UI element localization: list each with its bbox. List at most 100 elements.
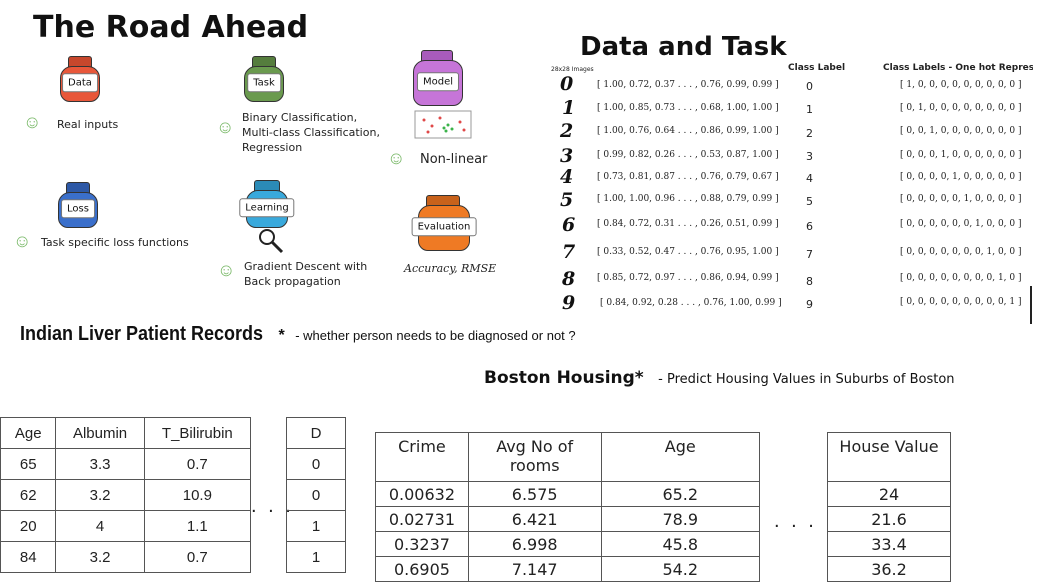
table-cell: 0 (286, 479, 346, 511)
table-header-cell: House Value (827, 432, 951, 482)
images-col-header: 28x28 Images (551, 66, 594, 73)
boston-subtitle: - Predict Housing Values in Suburbs of B… (658, 372, 955, 387)
digit-image: 5 (560, 189, 574, 211)
table-cell: 45.8 (600, 531, 761, 557)
pixel-vector: [ 0.99, 0.82, 0.26 . . . , 0.53, 0.87, 1… (597, 150, 779, 160)
text-cursor (1030, 286, 1032, 324)
table-row: 36.2 (827, 556, 951, 582)
table-header-cell: Albumin (55, 417, 145, 449)
road-ahead-title: The Road Ahead (33, 10, 309, 45)
pixel-vector: [ 0.33, 0.52, 0.47 . . . , 0.76, 0.95, 1… (597, 247, 779, 257)
onehot-col-header: Class Labels - One hot Representa (883, 63, 1033, 73)
digit-image: 6 (562, 214, 576, 236)
onehot-vector: [ 0, 0, 0, 0, 0, 0, 0, 1, 0, 0 ] (900, 247, 1022, 257)
learning-desc: Gradient Descent with Back propagation (244, 260, 368, 288)
table-cell: 4 (55, 510, 145, 542)
smiley-icon: ☺ (387, 148, 406, 168)
model-jar-icon: Model (413, 50, 463, 106)
pixel-vector: [ 1.00, 0.72, 0.37 . . . , 0.76, 0.99, 0… (597, 80, 779, 90)
table-row: 0.00632 6.575 65.2 (375, 481, 761, 507)
table-row: 0 (286, 448, 346, 480)
onehot-vector: [ 0, 0, 0, 0, 0, 0, 0, 0, 0, 1 ] (900, 297, 1022, 307)
evaluation-jar-icon: Evaluation (411, 195, 477, 251)
table-row: 24 (827, 481, 951, 507)
liver-target-table: D 0 0 1 1 (286, 417, 346, 573)
liver-table: Age Albumin T_Bilirubin 65 3.3 0.7 62 3.… (0, 417, 252, 573)
learning-jar-icon: Learning (239, 180, 295, 228)
table-header-row: House Value (827, 432, 951, 482)
class-label: 9 (806, 298, 813, 311)
class-label: 3 (806, 150, 813, 163)
table-cell: 0.6905 (375, 556, 469, 582)
data-jar-icon: Data (60, 56, 100, 102)
table-header-row: D (286, 417, 346, 449)
table-cell: 3.2 (55, 541, 145, 573)
learning-jar-label: Learning (239, 198, 295, 218)
table-row: 0.3237 6.998 45.8 (375, 531, 761, 557)
onehot-vector: [ 0, 1, 0, 0, 0, 0, 0, 0, 0, 0 ] (900, 103, 1022, 113)
table-cell: 0.7 (143, 541, 252, 573)
class-label: 4 (806, 172, 813, 185)
table-cell: 36.2 (827, 556, 951, 582)
table-header-row: Age Albumin T_Bilirubin (0, 417, 252, 449)
loss-jar-label: Loss (61, 199, 95, 219)
table-header-cell: Age (0, 417, 57, 449)
onehot-vector: [ 0, 0, 0, 0, 0, 0, 1, 0, 0, 0 ] (900, 219, 1022, 229)
digit-image: 9 (562, 292, 576, 314)
table-cell: 0.7 (143, 448, 252, 480)
smiley-icon: ☺ (216, 117, 235, 137)
class-label-col-header: Class Label (788, 63, 846, 73)
table-cell: 6.575 (467, 481, 602, 507)
digit-image: 3 (560, 145, 574, 167)
class-label: 5 (806, 195, 813, 208)
data-jar-label: Data (62, 73, 98, 93)
digit-image: 7 (562, 241, 576, 263)
table-cell: 0 (286, 448, 346, 480)
table-cell: 54.2 (600, 556, 761, 582)
table-cell: 7.147 (467, 556, 602, 582)
digit-image: 8 (562, 268, 576, 290)
class-label: 6 (806, 220, 813, 233)
table-row: 20 4 1.1 (0, 510, 252, 542)
pixel-vector: [ 0.73, 0.81, 0.87 . . . , 0.76, 0.79, 0… (597, 172, 779, 182)
liver-ellipsis: . . . (251, 495, 294, 517)
table-header-row: Crime Avg No of rooms Age (375, 432, 761, 482)
class-label: 8 (806, 275, 813, 288)
pixel-vector: [ 1.00, 1.00, 0.96 . . . , 0.88, 0.79, 0… (597, 194, 779, 204)
class-label: 2 (806, 127, 813, 140)
table-cell: 6.421 (467, 506, 602, 532)
smiley-icon: ☺ (23, 112, 42, 132)
table-cell: 10.9 (143, 479, 252, 511)
pixel-vector: [ 0.84, 0.92, 0.28 . . . , 0.76, 1.00, 0… (600, 298, 782, 308)
pixel-vector: [ 0.84, 0.72, 0.31 . . . , 0.26, 0.51, 0… (597, 219, 779, 229)
onehot-vector: [ 0, 0, 1, 0, 0, 0, 0, 0, 0, 0 ] (900, 126, 1022, 136)
task-jar-icon: Task (244, 56, 284, 102)
pixel-vector: [ 1.00, 0.85, 0.73 . . . , 0.68, 1.00, 1… (597, 103, 779, 113)
table-header-cell: D (286, 417, 346, 449)
table-cell: 65 (0, 448, 57, 480)
model-jar-label: Model (416, 72, 460, 92)
liver-asterisk: * (278, 327, 285, 344)
onehot-vector: [ 1, 0, 0, 0, 0, 0, 0, 0, 0, 0 ] (900, 80, 1022, 90)
scatter-thumbnail-icon (414, 110, 472, 139)
table-row: 0.6905 7.147 54.2 (375, 556, 761, 582)
task-jar-label: Task (247, 73, 281, 93)
digit-image: 0 (560, 73, 574, 95)
table-cell: 78.9 (600, 506, 761, 532)
class-label: 1 (806, 103, 813, 116)
digit-image: 2 (560, 120, 574, 142)
table-cell: 33.4 (827, 531, 951, 557)
table-cell: 21.6 (827, 506, 951, 532)
table-cell: 1.1 (143, 510, 252, 542)
boston-title: Boston Housing* (484, 368, 644, 388)
table-cell: 3.2 (55, 479, 145, 511)
table-cell: 24 (827, 481, 951, 507)
onehot-vector: [ 0, 0, 0, 0, 1, 0, 0, 0, 0, 0 ] (900, 172, 1022, 182)
class-label: 7 (806, 248, 813, 261)
table-row: 65 3.3 0.7 (0, 448, 252, 480)
digit-image: 1 (562, 97, 576, 119)
data-task-title: Data and Task (580, 32, 787, 62)
table-row: 84 3.2 0.7 (0, 541, 252, 573)
magnifier-icon (259, 229, 284, 254)
onehot-vector: [ 0, 0, 0, 1, 0, 0, 0, 0, 0, 0 ] (900, 150, 1022, 160)
